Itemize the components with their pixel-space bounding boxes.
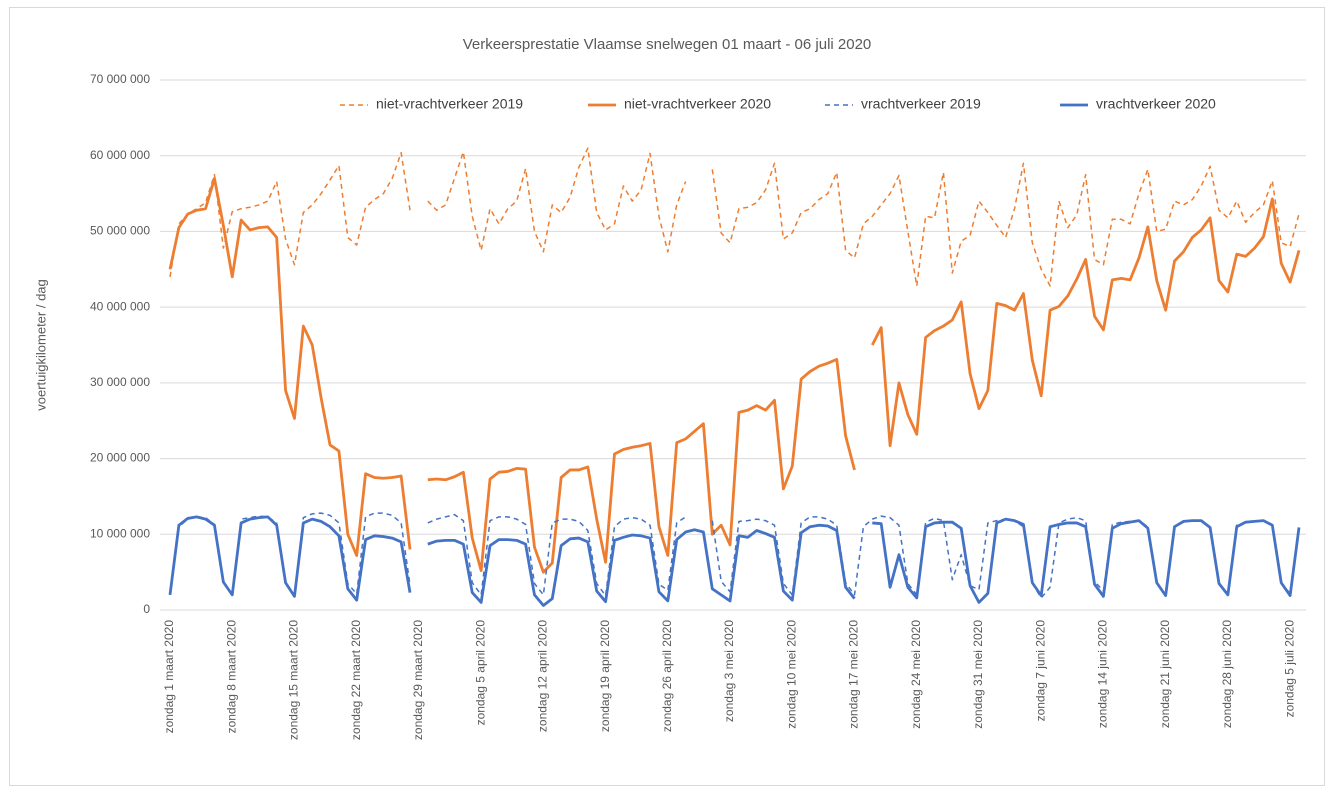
legend-label: vrachtverkeer 2019 <box>861 96 981 112</box>
x-tick-label: zondag 5 april 2020 <box>473 620 487 726</box>
x-tick-label: zondag 26 april 2020 <box>660 620 674 732</box>
x-tick-label: zondag 7 juni 2020 <box>1033 620 1047 722</box>
y-tick-label: 50 000 000 <box>90 224 150 238</box>
x-tick-label: zondag 10 mei 2020 <box>784 620 798 729</box>
x-tick-label: zondag 3 mei 2020 <box>722 620 736 722</box>
line-series <box>168 515 1301 607</box>
y-tick-label: 10 000 000 <box>90 526 150 540</box>
x-tick-label: zondag 8 maart 2020 <box>224 620 238 734</box>
x-tick-label: zondag 15 maart 2020 <box>287 620 301 740</box>
y-tick-label: 20 000 000 <box>90 451 150 465</box>
chart-title: Verkeersprestatie Vlaamse snelwegen 01 m… <box>463 36 872 53</box>
x-tick-label: zondag 21 juni 2020 <box>1158 620 1172 728</box>
y-tick-label: 70 000 000 <box>90 72 150 86</box>
x-tick-label: zondag 5 juli 2020 <box>1282 620 1296 718</box>
x-tick-label: zondag 29 maart 2020 <box>411 620 425 740</box>
x-tick-label: zondag 22 maart 2020 <box>349 620 363 740</box>
line-series <box>168 177 1301 574</box>
x-tick-label: zondag 17 mei 2020 <box>847 620 861 729</box>
y-tick-label: 0 <box>143 602 150 616</box>
x-tick-label: zondag 12 april 2020 <box>536 620 550 732</box>
x-tick-label: zondag 31 mei 2020 <box>971 620 985 729</box>
y-tick-label: 60 000 000 <box>90 148 150 162</box>
chart-border <box>9 7 1325 786</box>
x-tick-label: zondag 28 juni 2020 <box>1220 620 1234 728</box>
legend: niet-vrachtverkeer 2019 niet-vrachtverkee… <box>340 96 1216 112</box>
x-tick-label: zondag 14 juni 2020 <box>1096 620 1110 728</box>
y-axis-label: voertuigkilometer / dag <box>33 279 48 411</box>
x-tick-label: zondag 1 maart 2020 <box>162 620 176 734</box>
y-tick-label: 30 000 000 <box>90 375 150 389</box>
x-tick-label: zondag 19 april 2020 <box>598 620 612 732</box>
y-tick-label: 40 000 000 <box>90 299 150 313</box>
x-tick-label: zondag 24 mei 2020 <box>909 620 923 729</box>
legend-label: niet-vrachtverkeer 2020 <box>624 96 771 112</box>
legend-label: vrachtverkeer 2020 <box>1096 96 1216 112</box>
legend-label: niet-vrachtverkeer 2019 <box>376 96 523 112</box>
